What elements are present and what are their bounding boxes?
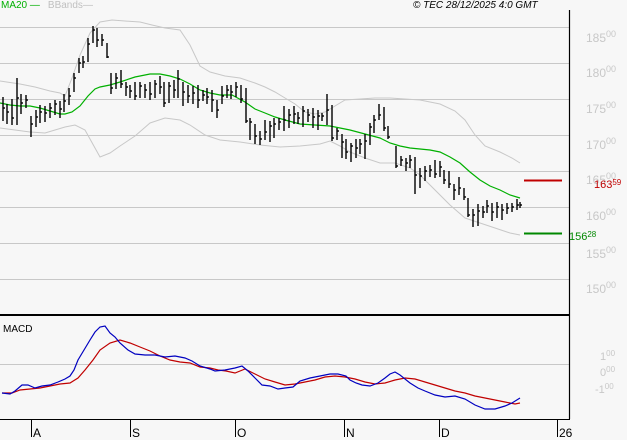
price-label-18500: 18500 (586, 29, 617, 45)
price-gridlines (0, 27, 570, 365)
macd-title: MACD (3, 324, 33, 335)
x-label-nov: N (346, 426, 355, 440)
chart-legend: MA20 — BBands— (1, 0, 93, 12)
bbands-upper (0, 19, 521, 164)
macd-signal-line (2, 339, 521, 405)
macd-label-1: 100 (600, 349, 616, 363)
resistance-value: 16359 (594, 178, 622, 191)
x-ticks (31, 419, 558, 437)
macd-label-minus1: -100 (595, 382, 614, 396)
legend-bbands: BBands— (47, 0, 93, 11)
price-label-15500: 15500 (586, 245, 617, 261)
x-label-aug: A (33, 426, 42, 440)
macd-label-0: 000 (600, 365, 616, 379)
support-value: 15628 (569, 230, 597, 243)
x-label-sep: S (132, 426, 141, 440)
price-label-18000: 18000 (586, 64, 617, 80)
price-label-17000: 17000 (586, 136, 617, 152)
price-label-15000: 15000 (586, 280, 617, 296)
legend-ma20: MA20 — (1, 0, 40, 11)
x-label-dec: D (441, 426, 450, 440)
copyright-timestamp: © TEC 28/12/2025 4:0 GMT (413, 0, 538, 11)
price-label-16000: 16000 (586, 207, 617, 223)
x-label-oct: O (237, 426, 247, 440)
macd-line (1, 325, 521, 410)
price-bars (2, 26, 522, 227)
bbands-lower (0, 117, 521, 236)
price-label-17500: 17500 (586, 100, 617, 116)
price-label-16500: 16500 (586, 171, 617, 187)
x-label-2026: 26 (559, 426, 573, 440)
ma20-line (0, 73, 521, 199)
